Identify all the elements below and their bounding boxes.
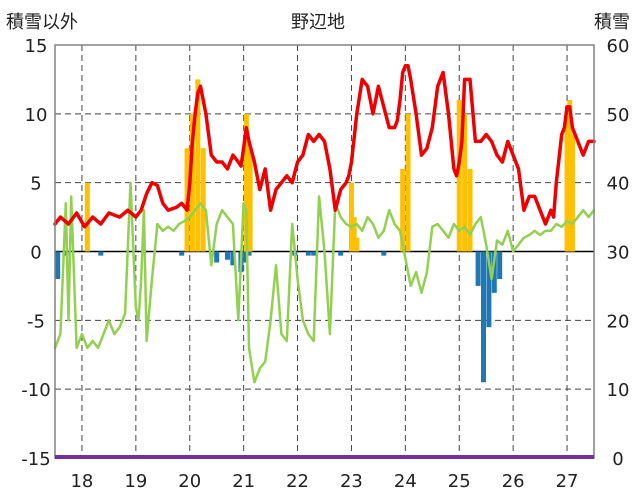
bar xyxy=(195,79,201,252)
bar xyxy=(338,251,344,256)
bar xyxy=(224,251,230,260)
bar xyxy=(348,182,354,252)
left-tick-label: -5 xyxy=(27,311,45,332)
right-axis-label: 積雪 xyxy=(594,12,630,33)
bar xyxy=(189,113,195,252)
bar xyxy=(491,251,497,293)
bar xyxy=(98,251,104,256)
bar xyxy=(462,113,468,252)
right-tick-label: 60 xyxy=(607,36,630,57)
bar xyxy=(486,251,492,328)
left-tick-label: 10 xyxy=(25,105,48,126)
chart-title: 野辺地 xyxy=(291,12,345,33)
bar xyxy=(243,113,249,252)
right-tick-label: 10 xyxy=(607,380,630,401)
bar xyxy=(400,168,406,252)
bar xyxy=(467,168,473,252)
bar xyxy=(179,251,185,256)
bar xyxy=(84,182,90,252)
green-line-series xyxy=(53,181,596,384)
x-tick-label: 19 xyxy=(124,471,147,492)
bar xyxy=(475,251,481,286)
x-tick-label: 21 xyxy=(232,471,255,492)
bar-series xyxy=(55,79,575,383)
left-tick-label: 0 xyxy=(30,243,41,264)
right-tick-label: 30 xyxy=(607,243,630,264)
left-tick-label: -10 xyxy=(21,380,50,401)
left-axis-label: 積雪以外 xyxy=(6,12,78,33)
bar xyxy=(241,251,247,263)
bar xyxy=(311,251,317,256)
bar xyxy=(200,148,206,252)
right-tick-label: 0 xyxy=(612,449,623,470)
grid-lines xyxy=(55,45,594,458)
left-tick-label: 5 xyxy=(30,174,41,195)
left-tick-label: -15 xyxy=(21,449,50,470)
line-series xyxy=(53,63,596,384)
x-tick-label: 27 xyxy=(556,471,579,492)
x-tick-label: 18 xyxy=(70,471,93,492)
bar xyxy=(351,217,357,252)
bar xyxy=(305,251,311,256)
bar xyxy=(405,113,411,252)
bar xyxy=(481,251,487,383)
tick-labels: 15 60 10 50 5 40 0 30 -5 20 -10 10 -15 0 18 19 20 21 22 23 2… xyxy=(21,36,629,492)
right-tick-label: 20 xyxy=(607,311,630,332)
x-tick-label: 25 xyxy=(448,471,471,492)
bar xyxy=(381,251,387,256)
bar xyxy=(230,251,236,266)
bar xyxy=(354,237,360,252)
left-tick-label: 15 xyxy=(25,36,48,57)
x-tick-label: 24 xyxy=(394,471,417,492)
x-tick-label: 20 xyxy=(178,471,201,492)
bar xyxy=(247,148,253,252)
bar xyxy=(246,251,252,256)
bar xyxy=(569,134,575,252)
bar xyxy=(55,251,61,280)
x-tick-label: 22 xyxy=(286,471,309,492)
right-tick-label: 50 xyxy=(607,105,630,126)
bar xyxy=(567,100,573,252)
red-line-series xyxy=(53,63,596,229)
x-tick-label: 26 xyxy=(502,471,525,492)
x-tick-label: 23 xyxy=(340,471,363,492)
bar xyxy=(456,100,462,252)
bar xyxy=(214,251,220,263)
bar xyxy=(497,251,503,280)
right-tick-label: 40 xyxy=(607,174,630,195)
bar xyxy=(564,113,570,252)
